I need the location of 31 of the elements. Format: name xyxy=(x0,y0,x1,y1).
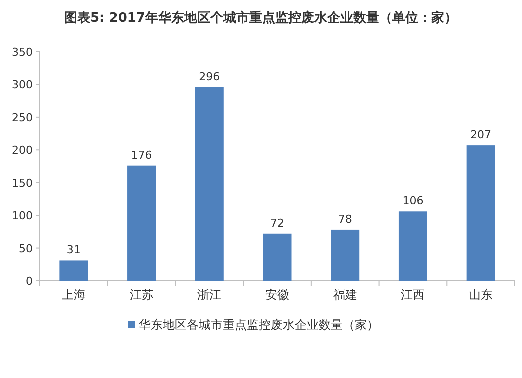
y-tick-label: 300 xyxy=(12,78,33,92)
x-tick-label: 浙江 xyxy=(198,288,222,302)
x-tick-label: 安徽 xyxy=(266,288,290,302)
bar xyxy=(398,212,428,281)
data-label: 106 xyxy=(402,194,424,208)
x-tick-label: 江苏 xyxy=(130,288,154,302)
x-tick-label: 山东 xyxy=(469,288,494,302)
y-tick-label: 50 xyxy=(19,242,33,256)
chart-title: 图表5: 2017年华东地区个城市重点监控废水企业数量（单位：家） xyxy=(64,10,458,26)
data-label: 296 xyxy=(199,70,220,84)
x-tick-label: 江西 xyxy=(401,288,426,302)
bar xyxy=(60,260,88,281)
data-label: 72 xyxy=(270,216,284,230)
bar xyxy=(195,87,224,281)
y-tick-label: 350 xyxy=(12,46,33,59)
y-tick-label: 250 xyxy=(12,111,33,124)
data-label: 207 xyxy=(470,128,492,142)
bar xyxy=(466,146,496,281)
bar xyxy=(128,166,156,281)
y-tick-label: 0 xyxy=(26,275,33,288)
y-tick-label: 100 xyxy=(12,210,33,223)
data-label: 176 xyxy=(131,148,152,162)
data-label: 31 xyxy=(66,244,81,257)
y-tick-label: 200 xyxy=(12,144,33,158)
bar xyxy=(263,234,292,281)
x-tick-label: 福建 xyxy=(333,288,358,302)
x-tick-label: 上海 xyxy=(62,288,86,302)
y-tick-label: 150 xyxy=(12,176,33,190)
data-label: 78 xyxy=(338,212,352,226)
legend-label: 华东地区各城市重点监控废水企业数量（家） xyxy=(139,318,379,332)
bar xyxy=(331,230,360,281)
